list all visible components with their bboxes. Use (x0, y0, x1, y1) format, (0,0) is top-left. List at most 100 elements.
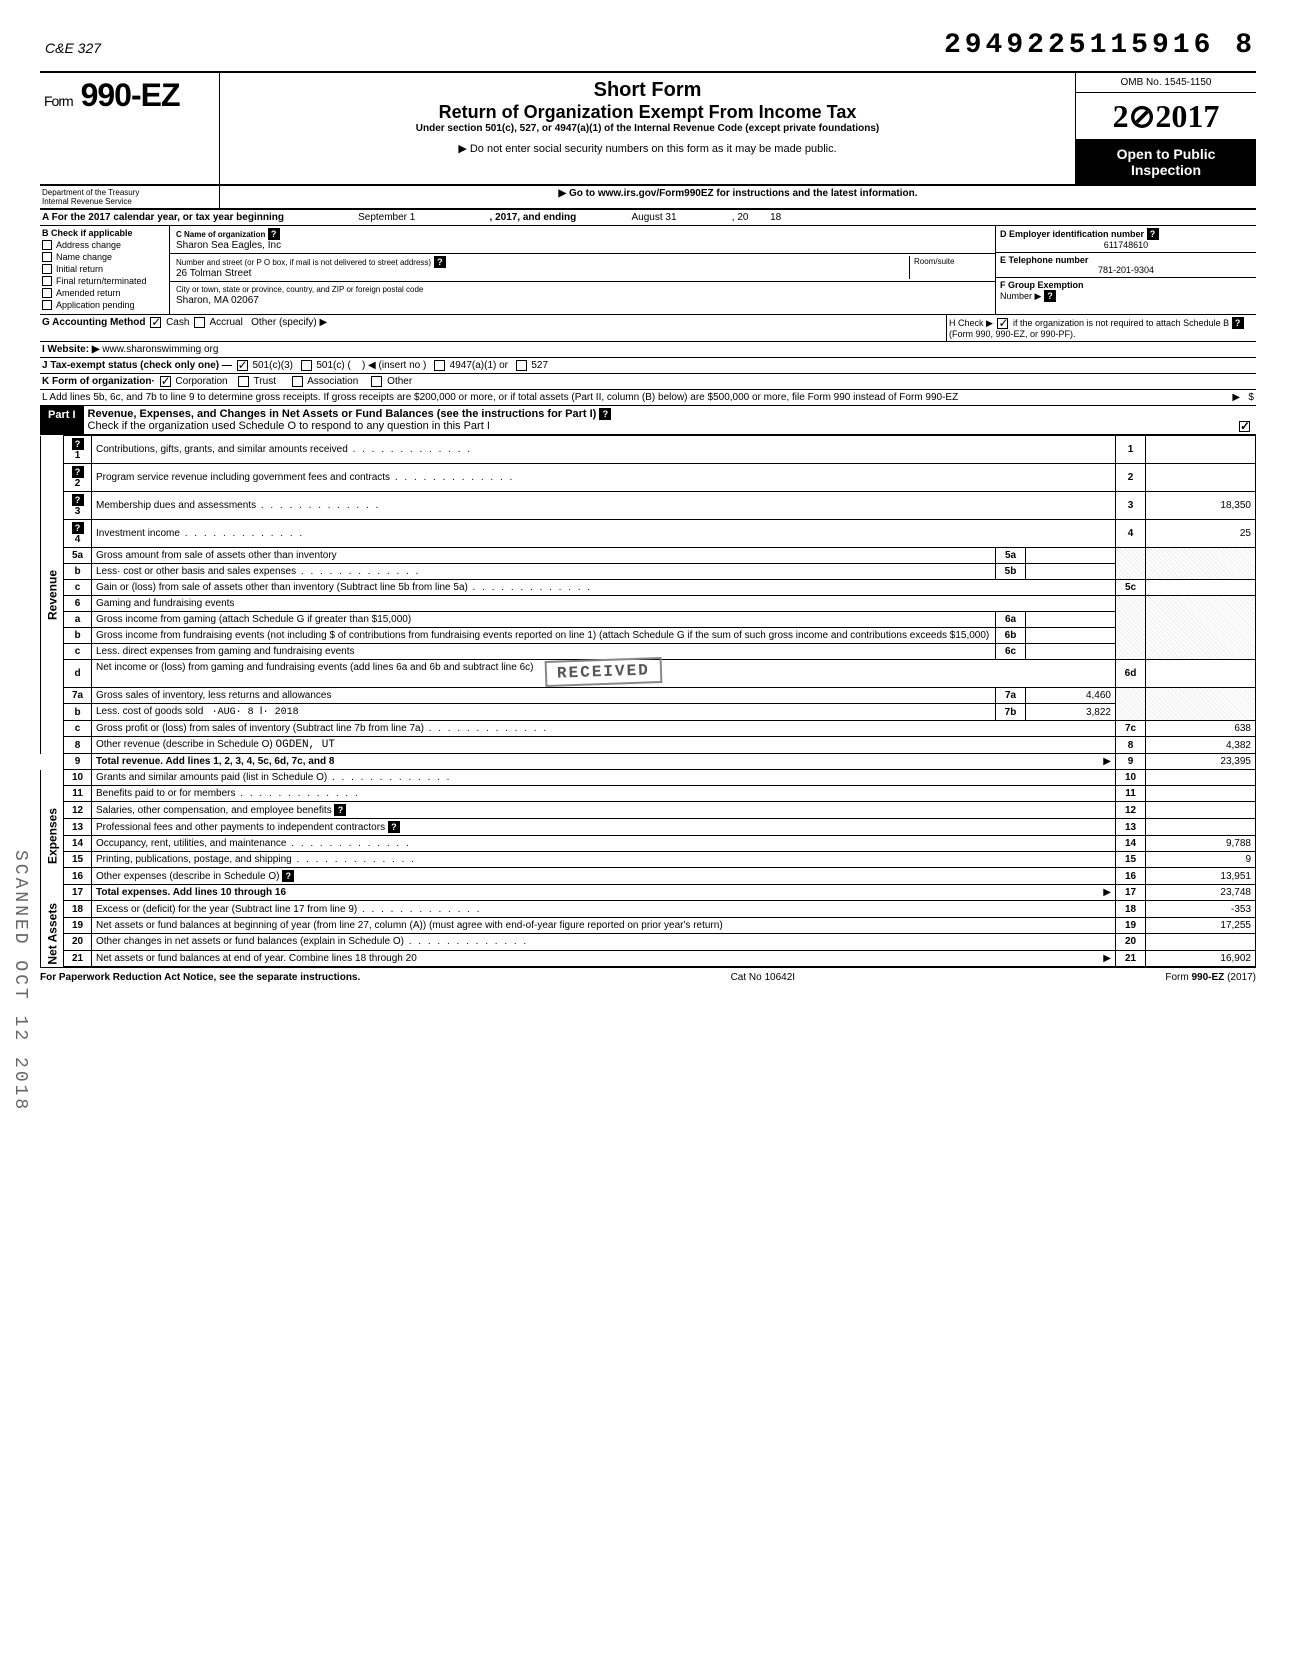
form-title: Return of Organization Exempt From Incom… (226, 102, 1069, 123)
tax-year: 2⊘2017 (1076, 93, 1256, 140)
line-5b-desc: Less· cost or other basis and sales expe… (96, 566, 420, 577)
lbl-pending: Application pending (56, 300, 135, 310)
phone-value: 781-201-9304 (1000, 265, 1252, 275)
line-19-val: 17,255 (1146, 917, 1256, 933)
help-icon[interactable]: ? (334, 804, 346, 816)
org-city: Sharon, MA 02067 (176, 295, 259, 306)
ein-label: D Employer identification number (1000, 229, 1144, 239)
goto-url: ▶ Go to www.irs.gov/Form990EZ for instru… (220, 186, 1256, 208)
row-a-yr-lbl: , 20 (732, 212, 749, 223)
line-17-val: 23,748 (1146, 885, 1256, 901)
help-icon[interactable]: ? (1147, 228, 1159, 240)
line-16-val: 13,951 (1146, 868, 1256, 885)
line-11-val (1146, 786, 1256, 802)
help-icon[interactable]: ? (72, 522, 84, 534)
line-12-desc: Salaries, other compensation, and employ… (96, 805, 332, 816)
line-4-desc: Investment income (96, 528, 304, 539)
chk-pending[interactable] (42, 300, 52, 310)
chk-501c3[interactable] (237, 360, 248, 371)
document-number: 2949225115916 8 (40, 30, 1256, 61)
chk-address-change[interactable] (42, 240, 52, 250)
help-icon[interactable]: ? (1044, 290, 1056, 302)
line-18-val: -353 (1146, 901, 1256, 917)
chk-527[interactable] (516, 360, 527, 371)
row-h-label: H Check ▶ (949, 318, 993, 328)
row-a-tax-year: A For the 2017 calendar year, or tax yea… (40, 210, 1256, 226)
chk-name-change[interactable] (42, 252, 52, 262)
part1-title: Revenue, Expenses, and Changes in Net As… (88, 408, 597, 420)
accounting-method-label: G Accounting Method (42, 317, 146, 328)
help-icon[interactable]: ? (72, 494, 84, 506)
line-2-desc: Program service revenue including govern… (96, 472, 514, 483)
chk-schedule-b[interactable] (997, 318, 1008, 329)
row-a-mid: , 2017, and ending (490, 212, 577, 223)
tax-year-begin: September 1 (287, 212, 487, 223)
help-icon[interactable]: ? (282, 870, 294, 882)
short-form-label: Short Form (226, 79, 1069, 102)
line-15-val: 9 (1146, 852, 1256, 868)
line-7c-val: 638 (1146, 721, 1256, 737)
form-number: 990-EZ (81, 77, 180, 113)
help-icon[interactable]: ? (72, 466, 84, 478)
help-icon[interactable]: ? (388, 821, 400, 833)
form-header: Form 990-EZ Short Form Return of Organiz… (40, 71, 1256, 186)
footer-mid: Cat No 10642I (731, 972, 796, 983)
chk-501c[interactable] (301, 360, 312, 371)
chk-association[interactable] (292, 376, 303, 387)
help-icon[interactable]: ? (1232, 317, 1244, 329)
line-12-val (1146, 802, 1256, 819)
tax-exempt-label: J Tax-exempt status (check only one) — (42, 360, 232, 371)
line-20-desc: Other changes in net assets or fund bala… (96, 936, 528, 947)
line-7a-desc: Gross sales of inventory, less returns a… (96, 690, 331, 701)
chk-trust[interactable] (238, 376, 249, 387)
main-form-table: Revenue ? 1 Contributions, gifts, grants… (40, 435, 1256, 967)
help-icon[interactable]: ? (72, 438, 84, 450)
lbl-other-method: Other (specify) ▶ (251, 317, 327, 328)
chk-cash[interactable] (150, 317, 161, 328)
footer-right-prefix: Form (1165, 972, 1191, 983)
help-icon[interactable]: ? (268, 228, 280, 240)
line-6b-subval (1026, 628, 1116, 644)
form-org-label: K Form of organization· (42, 376, 155, 387)
line-6d-val (1146, 660, 1256, 688)
inspection: Inspection (1082, 162, 1250, 178)
lbl-address-change: Address change (56, 240, 121, 250)
row-h-text: if the organization is not required to a… (1013, 318, 1229, 328)
date-stamp: ·AUG· 8 Ⅰ· 2018 (212, 707, 299, 718)
tax-year-yr: 18 (751, 212, 781, 223)
help-icon[interactable]: ? (434, 256, 446, 268)
chk-corporation[interactable] (160, 376, 171, 387)
chk-initial-return[interactable] (42, 264, 52, 274)
chk-amended[interactable] (42, 288, 52, 298)
line-6a-subval (1026, 612, 1116, 628)
marginal-note: C&E 327 (45, 40, 101, 56)
form-subtitle: Under section 501(c), 527, or 4947(a)(1)… (226, 123, 1069, 134)
chk-final-return[interactable] (42, 276, 52, 286)
chk-other-org[interactable] (371, 376, 382, 387)
line-10-desc: Grants and similar amounts paid (list in… (96, 772, 451, 783)
line-5b-sub: 5b (996, 564, 1026, 580)
row-h-sub: (Form 990, 990-EZ, or 990-PF). (949, 329, 1076, 339)
help-icon[interactable]: ? (599, 408, 611, 420)
omb-number: OMB No. 1545-1150 (1076, 73, 1256, 93)
line-5c-val (1146, 580, 1256, 596)
chk-schedule-o[interactable] (1239, 421, 1250, 432)
chk-accrual[interactable] (194, 317, 205, 328)
line-10-val (1146, 770, 1256, 786)
line-7a-sub: 7a (996, 688, 1026, 704)
chk-4947[interactable] (434, 360, 445, 371)
row-a-label: A For the 2017 calendar year, or tax yea… (42, 212, 284, 223)
line-7c-desc: Gross profit or (loss) from sales of inv… (96, 723, 548, 734)
line-13-desc: Professional fees and other payments to … (96, 822, 385, 833)
ssn-note: ▶ Do not enter social security numbers o… (226, 142, 1069, 155)
line-6a-desc: Gross income from gaming (attach Schedul… (96, 614, 411, 625)
line-14-desc: Occupancy, rent, utilities, and maintena… (96, 838, 411, 849)
lbl-initial-return: Initial return (56, 264, 103, 274)
part1-check-line: Check if the organization used Schedule … (88, 420, 490, 432)
lbl-501c: 501(c) ( (316, 360, 350, 371)
ogden-stamp: OGDEN, UT (276, 739, 335, 751)
dept-treasury: Department of the Treasury Internal Reve… (40, 186, 220, 208)
lbl-cash: Cash (166, 317, 189, 328)
line-8-val: 4,382 (1146, 737, 1256, 754)
line-6c-desc: Less. direct expenses from gaming and fu… (96, 646, 354, 657)
